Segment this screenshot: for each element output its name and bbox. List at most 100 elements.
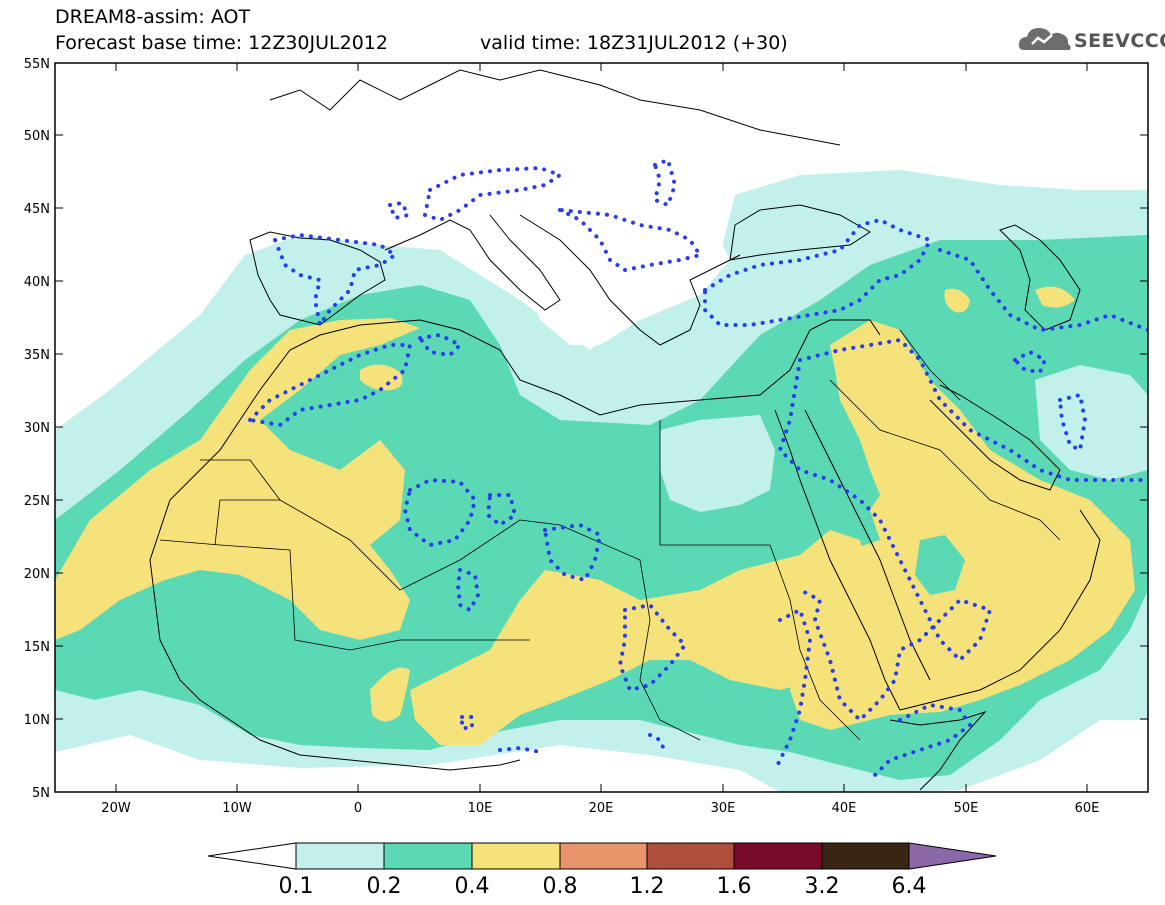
- coast-iberia: [249, 231, 386, 326]
- lon-label-0: 0: [354, 801, 362, 816]
- colorbar-label-0-1: 0.1: [279, 874, 314, 899]
- forecast-base-time: Forecast base time: 12Z30JUL2012: [55, 32, 388, 54]
- aot-band-0-4-west: [55, 318, 420, 640]
- colorbar-swatch-0-1: [295, 842, 385, 870]
- lon-label-50e: 50E: [954, 801, 979, 816]
- colorbar-swatch-0-4: [471, 842, 561, 870]
- coast-horn: [889, 710, 987, 791]
- obs-contour-sudan: [617, 602, 688, 693]
- border-western-sahara: [200, 459, 281, 546]
- coast-north-africa: [239, 319, 801, 421]
- border-algeria-mali: [279, 499, 561, 591]
- obs-contour-caucasus: [938, 248, 1148, 333]
- lon-ticks: [115, 63, 1088, 792]
- colorbar-below-min: [207, 842, 297, 870]
- obs-contour-iran: [1011, 349, 1048, 375]
- colorbar-label-0-2: 0.2: [367, 874, 402, 899]
- colorbar-swatch-0-2: [383, 842, 473, 870]
- border-iraq-iran: [899, 329, 961, 401]
- lon-label-30e: 30E: [711, 801, 736, 816]
- aot-band-0-4-sahel: [410, 530, 880, 745]
- aot-spot-atlas: [360, 364, 403, 391]
- coast-red-sea-west: [774, 409, 901, 711]
- logo-text: SEEVCCC: [1074, 30, 1165, 52]
- aot-spot-caspian: [1035, 286, 1075, 308]
- border-chad-sudan: [559, 524, 701, 741]
- coast-balkans: [519, 214, 741, 346]
- lat-label-45n: 45N: [24, 202, 50, 217]
- aot-spot-niger: [370, 667, 410, 722]
- border-saudi: [829, 379, 1061, 541]
- coast-arabia-south: [899, 509, 1101, 711]
- aot-field: [55, 63, 1148, 792]
- obs-contour-ethiopia: [773, 607, 813, 772]
- colorbar-swatch-3-2: [821, 842, 910, 870]
- colorbar: [207, 842, 997, 870]
- lon-label-20e: 20E: [589, 801, 614, 816]
- lon-label-20w: 20W: [101, 801, 131, 816]
- lon-labels: 20W 10W 0 10E 20E 30E 40E 50E 60E: [101, 801, 1099, 816]
- obs-contour-car: [648, 733, 667, 754]
- obs-contour-black-sea: [703, 217, 933, 327]
- obs-contour-arabia: [777, 337, 1148, 723]
- colorbar-swatch-1-6: [733, 842, 823, 870]
- valid-time: valid time: 18Z31JUL2012 (+30): [480, 32, 788, 54]
- coast-levant: [799, 319, 881, 351]
- coast-gulf: [929, 384, 1061, 491]
- colorbar-swatch-0-8: [559, 842, 648, 870]
- aot-pocket-egypt: [660, 415, 775, 512]
- lat-label-25n: 25N: [24, 494, 50, 509]
- obs-contour-chad: [542, 522, 603, 583]
- lat-label-35n: 35N: [24, 348, 50, 363]
- coast-west-africa: [149, 419, 521, 771]
- aot-spot-caucasus: [944, 288, 970, 313]
- obs-contour-alps: [422, 165, 565, 223]
- obs-contour-nigeria: [460, 715, 474, 730]
- lon-label-10w: 10W: [222, 801, 252, 816]
- obs-contour-algeria-south: [402, 477, 478, 548]
- lat-label-15n: 15N: [24, 640, 50, 655]
- coast-france-italy: [384, 214, 561, 311]
- aot-band-0-4-arabia: [790, 320, 1135, 730]
- colorbar-above-max: [908, 842, 997, 870]
- colorbar-label-6-4: 6.4: [892, 874, 927, 899]
- obs-contour-france: [387, 200, 411, 221]
- obs-contour-mali: [455, 567, 481, 613]
- border-sahel: [159, 539, 530, 651]
- obs-contour-cameroon: [498, 745, 542, 754]
- coastlines: [149, 69, 1101, 791]
- seevccc-logo: SEEVCCC: [1018, 22, 1165, 58]
- colorbar-label-0-8: 0.8: [543, 874, 578, 899]
- cloud-icon: [1018, 28, 1071, 50]
- aot-pocket-iran: [1035, 365, 1148, 480]
- lat-label-20n: 20N: [24, 567, 50, 582]
- lat-label-40n: 40N: [24, 275, 50, 290]
- lat-label-50n: 50N: [24, 129, 50, 144]
- coast-caspian: [999, 224, 1081, 331]
- colorbar-swatch-1-2: [646, 842, 735, 870]
- lat-label-55n: 55N: [24, 57, 50, 72]
- colorbar-label-1-2: 1.2: [630, 874, 665, 899]
- lat-labels: 5N 10N 15N 20N 25N 30N 35N 40N 45N 50N 5…: [24, 57, 50, 801]
- obs-contour-algeria-coast: [416, 332, 464, 358]
- colorbar-label-1-6: 1.6: [717, 874, 752, 899]
- lat-label-10n: 10N: [24, 713, 50, 728]
- aot-hole-arabia: [915, 535, 965, 595]
- lat-label-5n: 5N: [32, 786, 50, 801]
- colorbar-label-0-4: 0.4: [455, 874, 490, 899]
- obs-contours: [245, 157, 1148, 782]
- coast-black-sea: [729, 204, 871, 261]
- colorbar-label-3-2: 3.2: [805, 874, 840, 899]
- obs-contour-libya: [485, 493, 518, 528]
- coast-red-sea-east: [804, 409, 931, 681]
- lat-label-30n: 30N: [24, 421, 50, 436]
- lon-label-40e: 40E: [832, 801, 857, 816]
- border-east-africa: [769, 544, 861, 741]
- obs-contour-somalia: [868, 702, 973, 782]
- coast-europe-north: [269, 69, 841, 146]
- map-title: DREAM8-assim: AOT: [55, 6, 251, 28]
- lon-label-10e: 10E: [468, 801, 493, 816]
- border-libya-egypt: [659, 420, 770, 546]
- lon-label-60e: 60E: [1075, 801, 1100, 816]
